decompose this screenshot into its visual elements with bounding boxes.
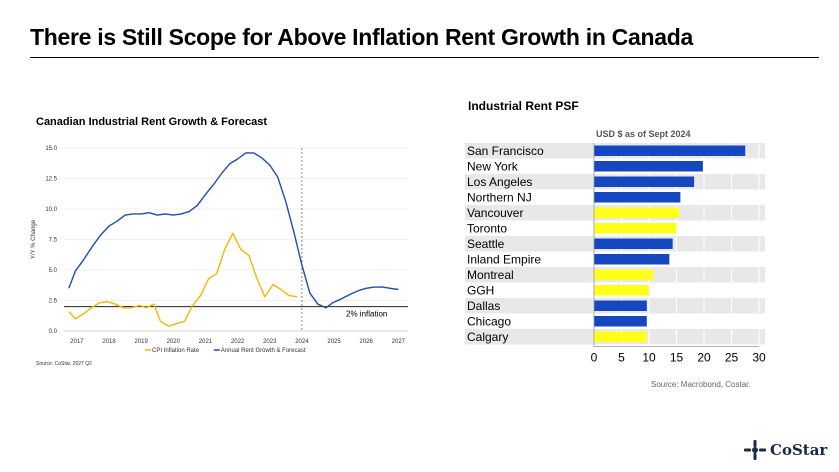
line-chart-x-tick-label: 2026 <box>360 339 374 345</box>
line-chart-x-tick-label: 2027 <box>392 339 406 345</box>
line-chart-x-tick-label: 2020 <box>167 339 181 345</box>
bar-row-stripe <box>465 236 765 252</box>
line-chart-x-tick-label: 2025 <box>327 339 341 345</box>
bar-category-label: Vancouver <box>467 206 523 220</box>
bar-calgary <box>594 331 647 342</box>
bar-new-york <box>594 161 703 172</box>
bar-category-label: Calgary <box>467 330 508 344</box>
bar-category-label: Montreal <box>467 268 514 282</box>
line-chart-y-axis-label: Y/Y % Change <box>31 219 37 259</box>
bar-chart-x-tick-label: 20 <box>697 351 711 365</box>
logo-text: CoStar <box>770 441 828 459</box>
rent-growth-series-line <box>68 152 399 309</box>
bar-row-stripe <box>465 143 765 159</box>
bar-row-stripe <box>465 205 765 221</box>
line-chart-x-tick-label: 2021 <box>199 339 213 345</box>
costar-logo: CoStar <box>744 440 827 460</box>
bar-chart-x-tick-label: 5 <box>618 351 625 365</box>
bar-dallas <box>594 300 647 311</box>
line-chart-x-tick-label: 2018 <box>102 339 116 345</box>
bar-northern-nj <box>594 192 681 203</box>
line-chart-title: Canadian Industrial Rent Growth & Foreca… <box>36 116 268 128</box>
line-chart-y-tick-label: 10.0 <box>45 207 57 213</box>
bar-row-stripe <box>465 267 765 283</box>
line-chart-x-tick-label: 2022 <box>231 339 245 345</box>
line-chart-x-tick-label: 2017 <box>70 339 84 345</box>
bar-category-label: Northern NJ <box>467 191 532 205</box>
inflation-reference-label: 2% inflation <box>346 310 387 319</box>
bar-row-stripe <box>465 174 765 190</box>
bar-chart-x-tick-label: 0 <box>591 351 598 365</box>
slide-title: There is Still Scope for Above Inflation… <box>30 24 693 50</box>
costar-star-icon <box>744 440 766 460</box>
bar-chart-x-tick-label: 30 <box>752 351 766 365</box>
bar-montreal <box>594 269 654 280</box>
bar-row-stripe <box>465 329 765 345</box>
bar-chart-x-tick-label: 15 <box>670 351 684 365</box>
bar-category-label: Toronto <box>467 222 507 236</box>
bar-los-angeles <box>594 176 695 187</box>
line-chart-y-tick-label: 12.5 <box>45 177 57 183</box>
bar-toronto <box>594 223 677 234</box>
bar-category-label: Inland Empire <box>467 253 541 267</box>
bar-chart-unit-label: USD $ as of Sept 2024 <box>596 129 691 139</box>
line-chart-x-tick-label: 2023 <box>263 339 277 345</box>
bar-chart-source: Source: Macrobond, Costar. <box>651 380 751 389</box>
line-chart-y-tick-label: 15.0 <box>45 146 57 152</box>
bar-category-label: San Francisco <box>467 144 544 158</box>
bar-chart-title: Industrial Rent PSF <box>468 99 579 113</box>
bar-chart-x-tick-label: 10 <box>642 351 656 365</box>
line-chart-x-tick-label: 2019 <box>134 339 148 345</box>
cpi-series-line <box>68 232 298 327</box>
bar-inland-empire <box>594 254 670 265</box>
bar-chart-x-tick-label: 25 <box>725 351 739 365</box>
bar-san-francisco <box>594 145 746 156</box>
bar-row-stripe <box>465 298 765 314</box>
line-chart-y-tick-label: 2.5 <box>49 299 58 305</box>
line-chart-source: Source: CoStar, 2027 Q2 <box>36 361 92 367</box>
bar-category-label: New York <box>467 160 519 174</box>
bar-category-label: GGH <box>467 284 494 298</box>
legend-label: CPI Inflation Rate <box>152 348 200 354</box>
bar-ggh <box>594 285 649 296</box>
line-chart-y-tick-label: 0.0 <box>49 329 58 335</box>
bar-category-label: Chicago <box>467 315 511 329</box>
line-chart-y-tick-label: 7.5 <box>49 238 58 244</box>
bar-seattle <box>594 238 673 249</box>
bar-category-label: Seattle <box>467 237 505 251</box>
bar-chicago <box>594 316 647 327</box>
bar-category-label: Dallas <box>467 299 500 313</box>
bar-category-label: Los Angeles <box>467 175 532 189</box>
legend-label: Annual Rent Growth & Forecast <box>221 348 306 354</box>
bar-vancouver <box>594 207 680 218</box>
title-divider <box>30 57 819 58</box>
line-chart-y-tick-label: 5.0 <box>49 268 58 274</box>
line-chart-x-tick-label: 2024 <box>295 339 309 345</box>
